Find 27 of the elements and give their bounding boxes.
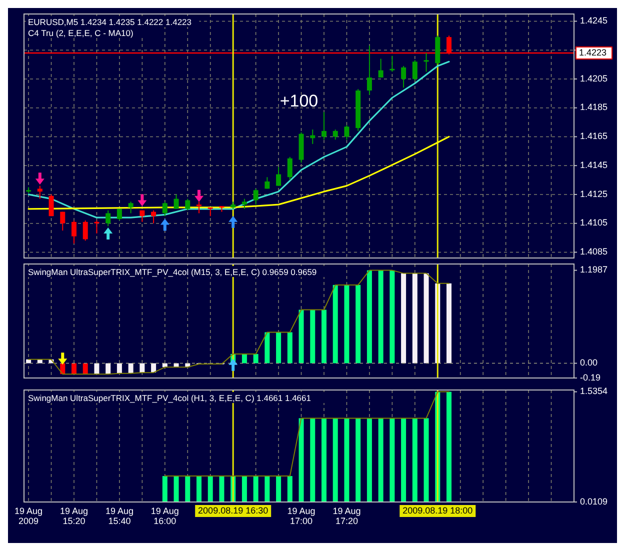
ref-line-label: 1.4223	[579, 47, 607, 58]
ref-line-label: 2009.08.19 18:00	[402, 505, 473, 516]
x-tick-label: 19 Aug 17:00	[287, 506, 316, 526]
annotation: +100	[280, 92, 318, 111]
y-tick-label: 1.4085	[580, 246, 608, 257]
y-tick-label: 1.4185	[580, 102, 608, 112]
x-tick-label: 19 Aug 2009	[14, 506, 43, 526]
y-tick-label: 1.4125	[580, 188, 608, 199]
ref-line-label: 2009.08.19 16:30	[198, 505, 268, 516]
chart-title: EURUSD,M5 1.4234 1.4235 1.4222 1.4223	[28, 17, 192, 27]
y-tick-label: 0.00	[580, 358, 598, 368]
x-tick-label: 19 Aug 15:40	[105, 506, 134, 526]
x-tick-label: 19 Aug 16:00	[150, 506, 179, 526]
y-tick-label: 1.4165	[580, 131, 608, 142]
y-tick-label: 1.4145	[580, 160, 608, 170]
y-tick-label: 1.4105	[580, 218, 608, 228]
y-tick-label: 1.4205	[580, 73, 608, 84]
text: C4 Tru (2, E,E,E, C - MA10)	[28, 28, 134, 38]
y-tick-label: 1.5354	[580, 386, 608, 396]
chart-title: SwingMan UltraSuperTRIX_MTF_PV_4col (H1, 3, E,E,E, C) 1.4661 1.4661	[28, 393, 312, 403]
x-tick-label: 19 Aug 15:20	[60, 506, 88, 526]
y-tick-label: 1.4245	[580, 16, 608, 26]
x-tick-label: 19 Aug 17:20	[332, 506, 361, 526]
y-tick-label: 1.1987	[580, 264, 608, 275]
y-tick-label: -0.19	[580, 372, 601, 382]
y-tick-label: 0.0109	[580, 496, 608, 506]
chart-title: SwingMan UltraSuperTRIX_MTF_PV_4col (M15, 3, E,E,E, C) 0.9659 0.9659	[28, 267, 317, 277]
